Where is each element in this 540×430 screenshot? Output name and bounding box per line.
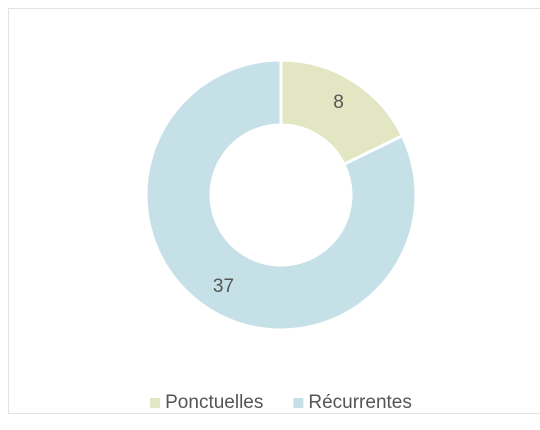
legend-swatch <box>150 398 161 408</box>
legend: Ponctuelles Récurrentes <box>150 392 412 413</box>
data-labels: 8 37 <box>213 92 344 297</box>
legend-swatch <box>293 398 304 408</box>
donut <box>144 58 418 332</box>
data-label: 8 <box>333 92 344 113</box>
slice <box>144 58 418 332</box>
legend-label: Récurrentes <box>308 392 412 413</box>
data-label: 37 <box>213 276 234 297</box>
legend-label: Ponctuelles <box>165 392 263 413</box>
